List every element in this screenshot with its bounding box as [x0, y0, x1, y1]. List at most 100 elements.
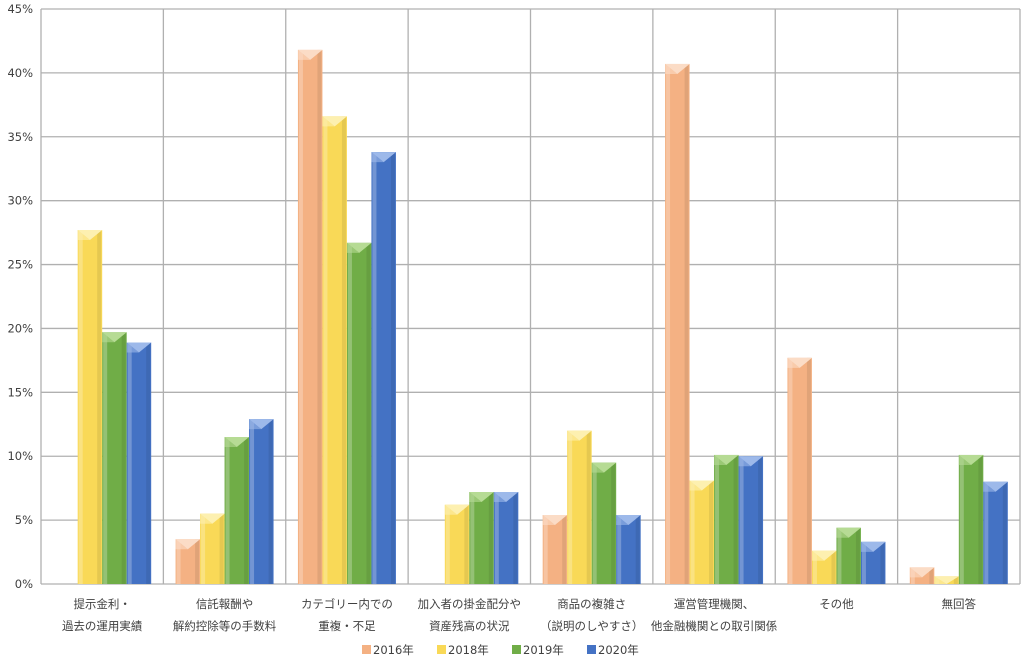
bar-2016年 [542, 515, 568, 584]
bar-bevel-right [562, 515, 567, 584]
bar-bevel-left [470, 492, 475, 584]
x-tick-label: 他金融機関との取引関係 [651, 619, 777, 633]
bar-bevel-right [978, 454, 983, 584]
bar-cap [444, 504, 470, 515]
bar-bevel-right [219, 513, 224, 584]
bar-face [493, 492, 519, 584]
legend-label: 2020年 [598, 643, 639, 657]
legend-label: 2018年 [448, 643, 489, 657]
bar-cap [811, 550, 837, 561]
bar-bevel-right [464, 504, 469, 584]
bar-face [102, 332, 127, 584]
y-tick-label: 20% [7, 321, 33, 335]
bar-cap [860, 541, 886, 552]
bar-2019年 [102, 332, 127, 584]
bar-face [346, 242, 372, 585]
bar-bevel-right [855, 527, 860, 584]
legend-swatch [512, 645, 521, 654]
bar-cap-left [665, 63, 678, 74]
bar-bevel-left [225, 437, 230, 584]
bar-bevel-left [494, 492, 499, 584]
legend-swatch [437, 645, 446, 654]
bar-cap-left [787, 357, 800, 368]
legend-item: 2020年 [587, 643, 639, 657]
bar-bevel-left [666, 63, 671, 584]
bar-2018年 [322, 116, 347, 584]
x-tick-label: 加入者の掛金配分や [418, 597, 522, 611]
bar-bevel-left [715, 454, 720, 584]
bar-cap-left [322, 116, 335, 127]
bar-bevel-left [323, 116, 328, 584]
bar-cap [493, 492, 519, 502]
bar-2018年 [934, 576, 959, 584]
bar-face [983, 481, 1008, 584]
bar-2020年 [371, 152, 396, 584]
bar-2018年 [811, 550, 837, 584]
bar-face [444, 504, 470, 584]
bar-cap-left [714, 454, 727, 465]
bar-bevel-left [959, 454, 964, 584]
x-tick-label: 重複・不足 [318, 619, 376, 633]
bar-cap-left [77, 230, 90, 241]
bar-cap-left [836, 527, 849, 538]
y-tick-label: 45% [7, 2, 33, 16]
bar-cap-left [346, 242, 360, 253]
legend-label: 2019年 [523, 643, 564, 657]
bar-cap-left [297, 49, 311, 60]
bar-cap [175, 539, 201, 550]
y-tick-label: 10% [7, 449, 33, 463]
x-tick-label: 無回答 [942, 597, 977, 611]
bar-face [958, 454, 984, 584]
bar-cap [738, 456, 764, 467]
bar-2016年 [909, 567, 935, 584]
bar-bevel-left [250, 419, 255, 584]
bar-cap-left [102, 332, 115, 343]
bar-2016年 [787, 357, 812, 584]
bar-bevel-left [788, 357, 793, 584]
bar-cap [836, 527, 861, 538]
bar-cap [102, 332, 127, 343]
bar-bevel-right [709, 480, 714, 584]
bar-bevel-right [831, 550, 836, 584]
legend: 2016年 2018年 2019年 2020年 [362, 643, 639, 657]
bar-bevel-right [635, 515, 640, 584]
x-tick-label: 信託報酬や [196, 597, 254, 611]
bar-cap-left [567, 430, 580, 441]
x-tick-label: 過去の運用実績 [62, 619, 143, 633]
bar-face [787, 357, 812, 584]
bar-bevel-right [953, 576, 958, 584]
bar-cap [934, 576, 959, 584]
y-tick-label: 30% [7, 194, 33, 208]
bar-bevel-right [586, 430, 591, 584]
bar-bevel-left [690, 480, 695, 584]
bar-bevel-left [543, 515, 548, 584]
bar-2020年 [249, 419, 274, 584]
bar-bevel-left [568, 430, 573, 584]
bar-2019年 [714, 454, 739, 584]
bar-cap-left [493, 492, 507, 502]
legend-item: 2016年 [362, 643, 414, 657]
x-tick-label: カテゴリー内での [301, 597, 393, 611]
bar-bevel-left [201, 513, 206, 584]
bar-2020年 [493, 492, 519, 584]
bar-bevel-right [268, 419, 273, 584]
bar-bevel-right [390, 152, 395, 584]
bar-cap [909, 567, 935, 578]
bar-2018年 [77, 230, 103, 585]
bar-face [665, 63, 690, 584]
bar-bevel-right [195, 539, 200, 584]
bar-cap-left [126, 342, 139, 353]
bar-face [126, 342, 152, 584]
bar-cap-left [469, 492, 482, 502]
x-tick-label: （説明のしやすさ） [540, 619, 643, 633]
bar-cap-left [200, 513, 213, 524]
x-tick-label: その他 [819, 597, 854, 611]
legend-swatch [362, 645, 371, 654]
bar-bevel-left [984, 481, 989, 584]
bar-cap [567, 430, 592, 441]
bar-bevel-right [929, 567, 934, 584]
bar-bevel-right [244, 437, 249, 584]
bar-face [542, 515, 568, 584]
